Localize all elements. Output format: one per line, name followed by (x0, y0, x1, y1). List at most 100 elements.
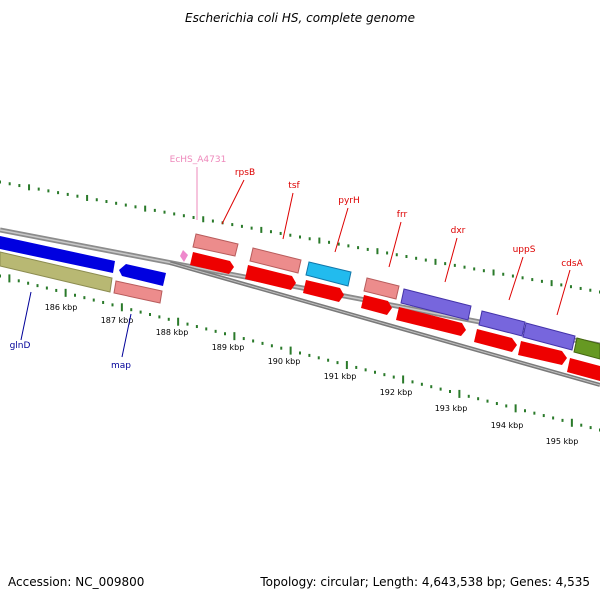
gene-box-rseP (573, 337, 600, 360)
ring-dot (580, 423, 583, 427)
ring-dot (124, 203, 127, 207)
ring-dot (482, 269, 485, 273)
ring-dot (115, 201, 118, 205)
page-title: Escherichia coli HS, complete genome (185, 11, 415, 25)
ring-dot (521, 276, 524, 280)
ring-dot (589, 288, 592, 292)
ring-dot (102, 300, 105, 304)
ring-dot (8, 182, 11, 186)
ring-dot (357, 246, 360, 250)
ring-dot (224, 332, 226, 336)
tick-label: 189 kbp (212, 343, 245, 352)
ring-dot (192, 215, 195, 219)
ring-dot (270, 344, 273, 348)
ring-dot (495, 402, 498, 406)
leader-line (221, 179, 245, 225)
ring-dot (83, 296, 86, 300)
ring-dot (477, 397, 480, 401)
gene-arrow-yaeH (0, 251, 113, 293)
gene-label-EcHS_A4731: EcHS_A4731 (170, 155, 227, 165)
ring-dot (64, 288, 67, 297)
ring-dot (299, 235, 301, 239)
ring-dot (424, 258, 427, 262)
gene-features (0, 233, 600, 381)
ring-dot (570, 418, 573, 427)
ring-dot (345, 361, 348, 370)
accession-label: Accession: NC_009800 (8, 575, 144, 589)
leader-line (556, 269, 571, 316)
ring-dot (177, 317, 180, 326)
gene-label-tsf: tsf (288, 181, 300, 191)
ring-dot (411, 380, 414, 384)
ring-dot (552, 416, 555, 420)
ring-dot (376, 248, 379, 255)
gene-box-rpsB-light (113, 280, 163, 304)
ring-dot (280, 346, 283, 350)
gene-label-uppS: uppS (513, 245, 536, 255)
tick-label: 187 kbp (101, 316, 134, 325)
gene-arrow-EcHS_A4731 (180, 250, 188, 262)
ring-dot (395, 253, 398, 257)
ring-dot (560, 283, 563, 287)
ring-dot (420, 382, 423, 386)
ring-dot (317, 356, 320, 360)
ring-dot (524, 409, 526, 413)
gene-arrow-uppS (474, 329, 517, 352)
tick-label: 193 kbp (435, 404, 468, 413)
ring-dot (95, 198, 98, 202)
ring-dot (531, 278, 534, 282)
ring-dot (57, 191, 60, 195)
ring-dot (279, 231, 282, 235)
gene-arrow-map (119, 264, 166, 286)
gene-label-pyrH: pyrH (338, 196, 360, 206)
ring-dot (134, 205, 137, 209)
ring-dot (27, 281, 30, 285)
gene-labels: glnD map EcHS_A4731 rpsB tsf pyrH frr dxr uppS cd… (10, 155, 584, 371)
inner-dotted-ring (0, 274, 600, 432)
ring-dot (386, 251, 389, 255)
ring-dot (383, 373, 386, 377)
ring-dot (467, 394, 470, 398)
gene-arrow-tsf (245, 265, 296, 290)
ring-dot (458, 389, 461, 398)
ring-dot (252, 339, 255, 343)
ring-dot (318, 237, 321, 244)
ring-dot (0, 180, 1, 184)
leader-line (20, 291, 32, 341)
ring-dot (364, 368, 367, 372)
ring-dot (92, 298, 95, 302)
gene-label-dxr: dxr (451, 226, 466, 236)
ring-dot (561, 418, 564, 422)
leader-line (282, 192, 294, 240)
tick-label: 188 kbp (156, 328, 189, 337)
ring-dot (55, 288, 58, 292)
ring-dot (76, 194, 79, 198)
ring-dot (202, 216, 205, 223)
ring-dot (366, 247, 369, 251)
ring-dot (444, 262, 447, 266)
ring-dot (308, 237, 311, 241)
ring-dot (308, 353, 311, 357)
ring-dot (289, 233, 292, 237)
gene-box-cdsA-purple (522, 322, 576, 351)
leader-line (334, 207, 349, 253)
ring-dot (186, 322, 189, 326)
ring-dot (449, 390, 451, 393)
ring-dot (195, 325, 198, 329)
tick-label: 186 kbp (45, 303, 78, 312)
ring-dot (405, 255, 408, 259)
ring-dot (214, 329, 217, 333)
gene-label-cdsA: cdsA (561, 259, 583, 269)
ring-dot (402, 375, 405, 384)
ring-dot (514, 404, 517, 413)
leader-line (388, 221, 402, 268)
ring-dot (74, 293, 76, 297)
gene-arrow-pyrH (303, 280, 344, 302)
ring-dot (355, 365, 358, 369)
ring-dot (233, 332, 236, 341)
ring-dot (533, 411, 536, 415)
ring-dot (47, 189, 50, 193)
ring-dot (240, 224, 243, 228)
gene-arrow-rseP (567, 358, 600, 381)
